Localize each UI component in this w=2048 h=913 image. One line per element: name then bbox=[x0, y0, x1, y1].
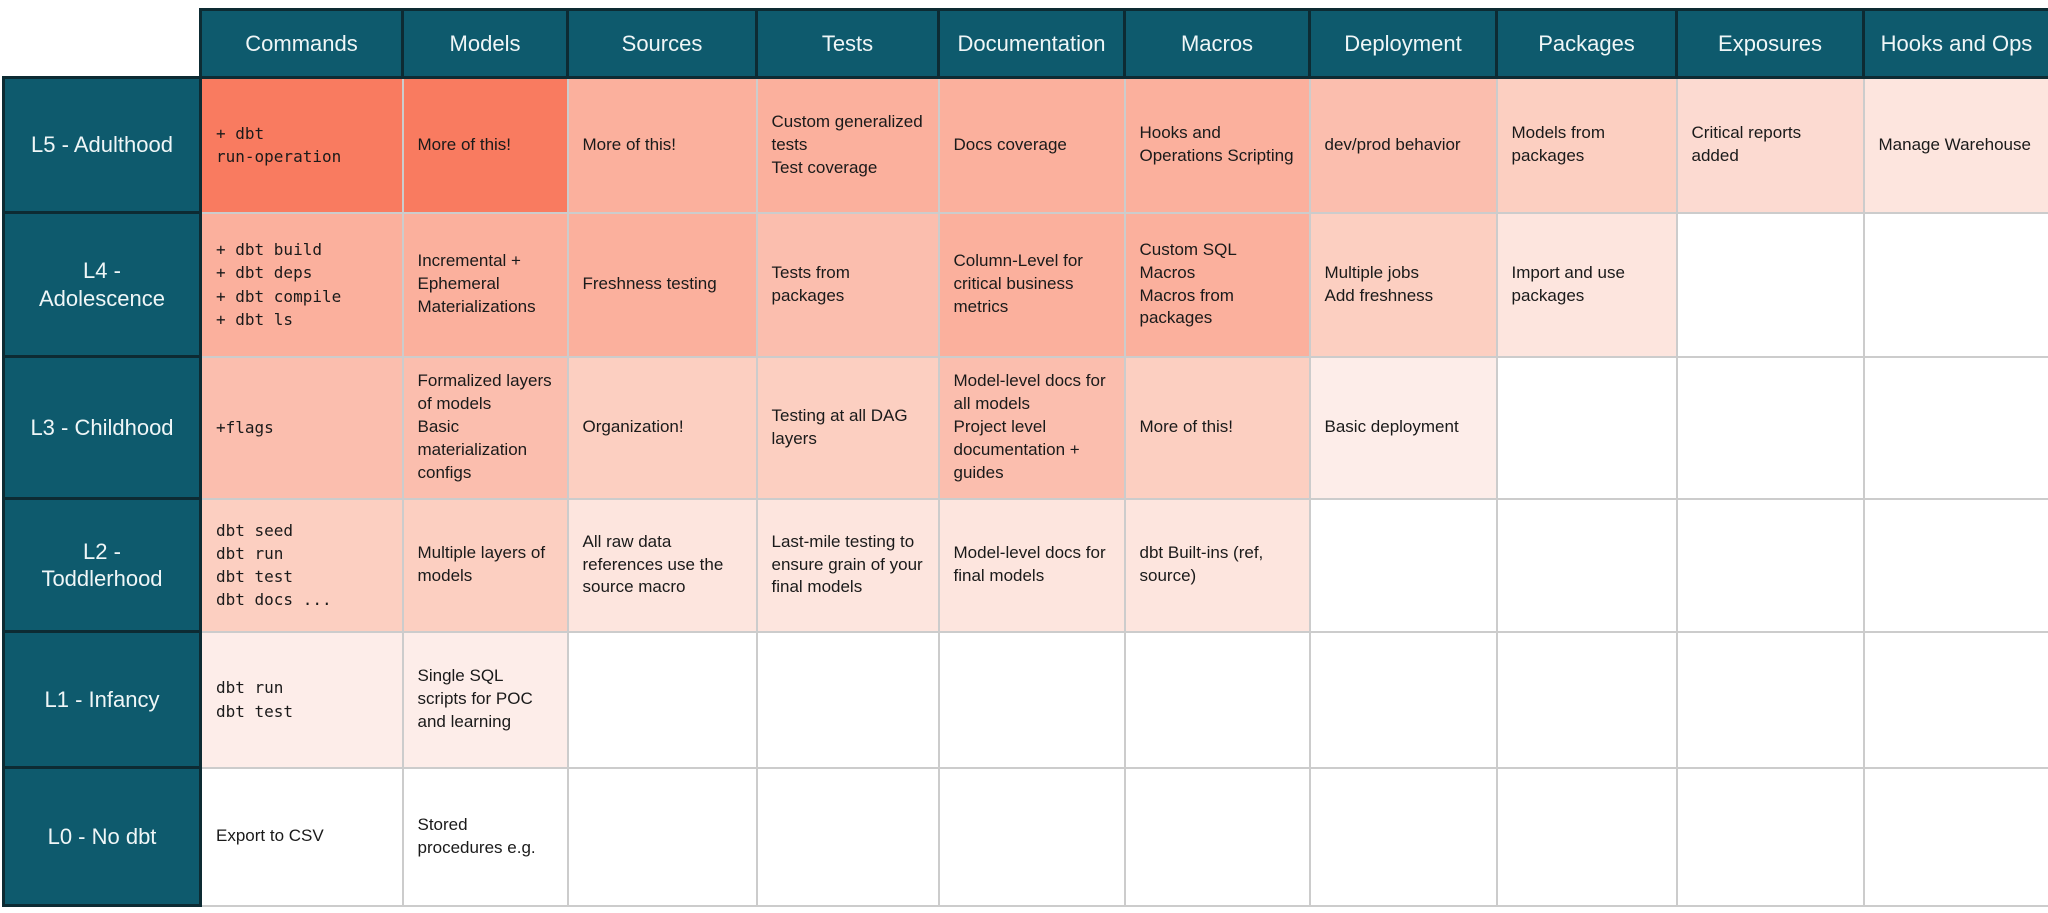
cell-l3-macros: More of this! bbox=[1123, 355, 1311, 500]
cell-l4-models: Incremental + Ephemeral Materializations bbox=[401, 211, 569, 358]
cell-l5-models: More of this! bbox=[401, 76, 569, 214]
cell-l1-deployment bbox=[1308, 630, 1498, 769]
cell-l4-tests: Tests from packages bbox=[755, 211, 940, 358]
cell-l0-models: Stored procedures e.g. bbox=[401, 766, 569, 907]
row-l3-childhood: L3 - Childhood +flags Formalized layers … bbox=[2, 355, 2048, 500]
cell-l0-macros bbox=[1123, 766, 1311, 907]
cell-l4-sources: Freshness testing bbox=[566, 211, 758, 358]
cell-l1-commands: dbt run dbt test bbox=[199, 630, 404, 769]
cell-l0-commands: Export to CSV bbox=[199, 766, 404, 907]
column-header-deployment: Deployment bbox=[1308, 8, 1498, 79]
row-label-l5: L5 - Adulthood bbox=[2, 76, 202, 214]
column-header-tests: Tests bbox=[755, 8, 940, 79]
cell-l0-hooks-and-ops bbox=[1862, 766, 2048, 907]
matrix-header-row: Commands Models Sources Tests Documentat… bbox=[3, 8, 2048, 79]
cell-l2-commands: dbt seed dbt run dbt test dbt docs ... bbox=[199, 497, 404, 633]
row-label-l0: L0 - No dbt bbox=[2, 766, 202, 907]
row-l4-adolescence: L4 - Adolescence + dbt build + dbt deps … bbox=[2, 211, 2048, 358]
cell-l3-deployment: Basic deployment bbox=[1308, 355, 1498, 500]
maturity-matrix-table: Commands Models Sources Tests Documentat… bbox=[2, 8, 2048, 907]
cell-l0-packages bbox=[1495, 766, 1678, 907]
column-header-models: Models bbox=[401, 8, 569, 79]
row-label-l1: L1 - Infancy bbox=[2, 630, 202, 769]
cell-l3-exposures bbox=[1675, 355, 1865, 500]
cell-l0-sources bbox=[566, 766, 758, 907]
cell-l5-hooks-and-ops: Manage Warehouse bbox=[1862, 76, 2048, 214]
cell-l1-sources bbox=[566, 630, 758, 769]
cell-l1-documentation bbox=[937, 630, 1126, 769]
cell-l3-tests: Testing at all DAG layers bbox=[755, 355, 940, 500]
cell-l5-sources: More of this! bbox=[566, 76, 758, 214]
cell-l5-tests: Custom generalized tests Test coverage bbox=[755, 76, 940, 214]
row-label-l3: L3 - Childhood bbox=[2, 355, 202, 500]
cell-l5-documentation: Docs coverage bbox=[937, 76, 1126, 214]
column-header-documentation: Documentation bbox=[937, 8, 1126, 79]
cell-l2-documentation: Model-level docs for final models bbox=[937, 497, 1126, 633]
cell-l2-packages bbox=[1495, 497, 1678, 633]
cell-l2-exposures bbox=[1675, 497, 1865, 633]
cell-l3-sources: Organization! bbox=[566, 355, 758, 500]
cell-l4-packages: Import and use packages bbox=[1495, 211, 1678, 358]
cell-l3-commands: +flags bbox=[199, 355, 404, 500]
row-label-l4: L4 - Adolescence bbox=[2, 211, 202, 358]
cell-l1-hooks-and-ops bbox=[1862, 630, 2048, 769]
cell-l4-hooks-and-ops bbox=[1862, 211, 2048, 358]
cell-l4-macros: Custom SQL Macros Macros from packages bbox=[1123, 211, 1311, 358]
row-l1-infancy: L1 - Infancy dbt run dbt test Single SQL… bbox=[2, 630, 2048, 769]
row-l0-no-dbt: L0 - No dbt Export to CSV Stored procedu… bbox=[2, 766, 2048, 907]
cell-l5-exposures: Critical reports added bbox=[1675, 76, 1865, 214]
cell-l2-deployment bbox=[1308, 497, 1498, 633]
cell-l4-commands: + dbt build + dbt deps + dbt compile + d… bbox=[199, 211, 404, 358]
cell-l0-deployment bbox=[1308, 766, 1498, 907]
cell-l1-macros bbox=[1123, 630, 1311, 769]
row-l5-adulthood: L5 - Adulthood + dbt run-operation More … bbox=[2, 76, 2048, 214]
cell-l3-models: Formalized layers of models Basic materi… bbox=[401, 355, 569, 500]
cell-l0-documentation bbox=[937, 766, 1126, 907]
cell-l1-packages bbox=[1495, 630, 1678, 769]
cell-l5-commands: + dbt run-operation bbox=[199, 76, 404, 214]
cell-l3-documentation: Model-level docs for all models Project … bbox=[937, 355, 1126, 500]
cell-l0-exposures bbox=[1675, 766, 1865, 907]
column-header-packages: Packages bbox=[1495, 8, 1678, 79]
column-header-hooks-and-ops: Hooks and Ops bbox=[1862, 8, 2048, 79]
corner-cell bbox=[3, 9, 201, 78]
column-header-commands: Commands bbox=[199, 8, 404, 79]
cell-l2-sources: All raw data references use the source m… bbox=[566, 497, 758, 633]
cell-l4-exposures bbox=[1675, 211, 1865, 358]
cell-l2-tests: Last-mile testing to ensure grain of you… bbox=[755, 497, 940, 633]
cell-l1-models: Single SQL scripts for POC and learning bbox=[401, 630, 569, 769]
cell-l3-packages bbox=[1495, 355, 1678, 500]
cell-l2-hooks-and-ops bbox=[1862, 497, 2048, 633]
row-label-l2: L2 - Toddlerhood bbox=[2, 497, 202, 633]
cell-l2-models: Multiple layers of models bbox=[401, 497, 569, 633]
cell-l3-hooks-and-ops bbox=[1862, 355, 2048, 500]
row-l2-toddlerhood: L2 - Toddlerhood dbt seed dbt run dbt te… bbox=[2, 497, 2048, 633]
cell-l5-deployment: dev/prod behavior bbox=[1308, 76, 1498, 214]
cell-l5-macros: Hooks and Operations Scripting bbox=[1123, 76, 1311, 214]
column-header-exposures: Exposures bbox=[1675, 8, 1865, 79]
cell-l0-tests bbox=[755, 766, 940, 907]
cell-l1-exposures bbox=[1675, 630, 1865, 769]
cell-l5-packages: Models from packages bbox=[1495, 76, 1678, 214]
cell-l4-deployment: Multiple jobs Add freshness bbox=[1308, 211, 1498, 358]
column-header-sources: Sources bbox=[566, 8, 758, 79]
column-header-macros: Macros bbox=[1123, 8, 1311, 79]
cell-l2-macros: dbt Built-ins (ref, source) bbox=[1123, 497, 1311, 633]
cell-l4-documentation: Column-Level for critical business metri… bbox=[937, 211, 1126, 358]
cell-l1-tests bbox=[755, 630, 940, 769]
